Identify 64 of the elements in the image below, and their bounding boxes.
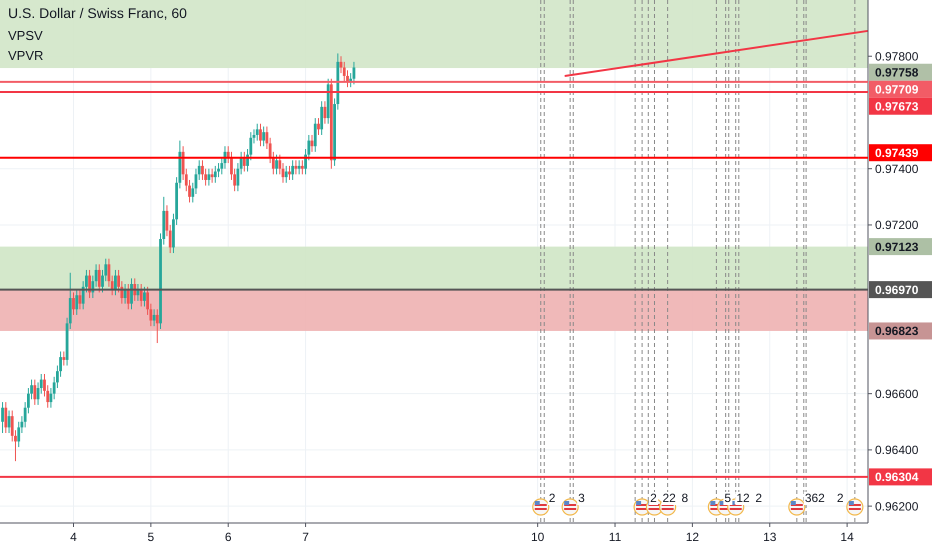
candlestick — [275, 154, 278, 175]
band-label: 0.96823 — [875, 324, 919, 338]
candlestick — [352, 61, 356, 85]
candlestick — [291, 160, 294, 180]
annotation: 2 — [548, 491, 556, 505]
candlestick — [1, 402, 4, 434]
candlestick — [324, 100, 326, 124]
x-tick-label: 10 — [530, 530, 545, 544]
chart-title: U.S. Dollar / Swiss Franc, 60 — [8, 5, 188, 21]
y-tick-label: 0.96600 — [875, 386, 919, 401]
candlestick — [88, 269, 91, 299]
annotation: VPVR — [8, 48, 44, 63]
annotation: 3 — [578, 491, 586, 505]
candlestick — [72, 292, 75, 316]
x-tick-label: 12 — [686, 530, 700, 544]
candlestick — [124, 283, 126, 304]
y-tick-label: 0.96400 — [875, 443, 919, 458]
x-tick-label: 11 — [608, 530, 622, 544]
ref-line-label: 0.96304 — [875, 470, 919, 484]
ref-line-label: 0.97673 — [875, 99, 919, 114]
candlestick — [294, 160, 298, 175]
candlestick — [143, 286, 146, 307]
candlestick — [156, 308, 159, 344]
candlestick — [152, 308, 156, 327]
candlestick — [8, 410, 10, 434]
annotation: 22 — [662, 491, 676, 505]
candlestick — [62, 350, 66, 366]
candlestick — [310, 134, 314, 152]
annotation: 2 — [755, 491, 762, 505]
y-tick-label: 0.97800 — [875, 49, 919, 64]
candlestick — [259, 123, 262, 147]
annotation: 8 — [681, 491, 688, 505]
annotation: VPSV — [8, 28, 44, 43]
candlestick — [262, 126, 266, 147]
candlestick — [98, 264, 101, 293]
annotation: 2 — [836, 491, 844, 505]
y-tick-label: 0.97400 — [875, 162, 919, 176]
annotation: 5 — [724, 491, 732, 505]
candlestick — [4, 402, 8, 434]
candlestick — [317, 118, 320, 136]
candlestick — [75, 289, 78, 316]
ref-line-label: 0.96970 — [875, 282, 919, 297]
band-label: 0.97123 — [875, 240, 919, 254]
candlestick — [207, 168, 210, 186]
annotation: 2 — [650, 491, 658, 505]
y-tick-label: 0.97200 — [875, 218, 919, 232]
band-label: 0.97758 — [875, 65, 919, 80]
y-tick-label: 0.96200 — [875, 499, 919, 514]
candlestick — [78, 289, 82, 310]
x-tick-label: 6 — [224, 530, 232, 544]
x-tick-label: 5 — [148, 530, 155, 544]
x-tick-label: 14 — [840, 530, 854, 544]
ref-line-label: 0.97439 — [875, 146, 919, 160]
x-tick-label: 4 — [70, 530, 78, 544]
x-tick-label: 13 — [763, 530, 777, 544]
annotation: 12 — [736, 491, 750, 505]
candlestick — [33, 379, 36, 406]
ref-line-label: 0.97709 — [875, 82, 919, 96]
candlestick — [130, 278, 133, 310]
annotation: 362 — [804, 491, 826, 505]
candlestick — [288, 165, 291, 180]
x-tick-label: 7 — [302, 530, 310, 544]
candlestick — [114, 269, 117, 296]
candlestick — [210, 168, 214, 184]
